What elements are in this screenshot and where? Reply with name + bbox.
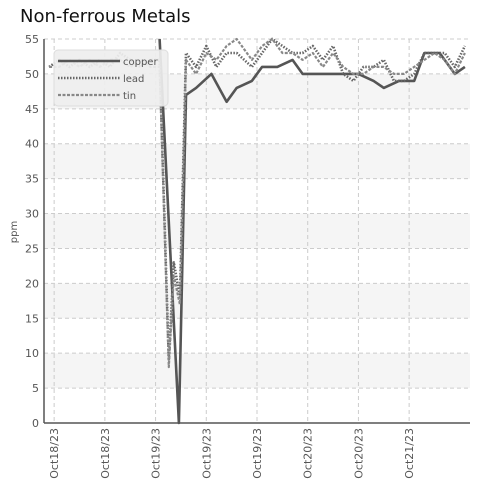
legend-label-copper: copper [123,57,158,68]
x-tick-label: Oct20/23 [352,428,365,479]
x-tick-label: Oct18/23 [99,428,112,479]
y-tick-label: 45 [25,103,39,116]
x-tick-label: Oct18/23 [48,428,61,479]
y-tick-label: 25 [25,242,39,255]
legend-label-tin: tin [123,91,136,102]
y-tick-label: 10 [25,347,39,360]
x-tick-label: Oct20/23 [302,428,315,479]
plot-grid [44,38,470,424]
chart-title: Non-ferrous Metals [20,6,191,27]
legend: copper lead tin [53,49,169,107]
y-tick-label: 55 [25,33,39,46]
y-tick-label: 30 [25,208,39,221]
y-axis-label: ppm [9,221,20,243]
x-tick-label: Oct19/23 [150,428,163,479]
y-tick-label: 35 [25,173,39,186]
x-tick-label: Oct19/23 [251,428,264,479]
legend-label-lead: lead [123,74,144,85]
x-tick-label: Oct19/23 [200,428,213,479]
plot-axes [43,39,470,424]
y-tick-label: 0 [32,417,39,430]
y-tick-label: 20 [25,277,39,290]
series-line-copper [158,38,466,425]
y-tick-labels: 0 5 10 15 20 25 30 35 40 45 50 55 [25,33,39,430]
x-tick-label: Oct21/23 [403,428,416,479]
y-tick-label: 40 [25,138,39,151]
x-tick-labels: Oct18/23 Oct18/23 Oct19/23 Oct19/23 Oct19/23… [48,428,416,479]
y-tick-label: 5 [32,382,39,395]
legend-box [53,49,169,107]
y-tick-label: 15 [25,312,39,325]
y-tick-label: 50 [25,68,39,81]
